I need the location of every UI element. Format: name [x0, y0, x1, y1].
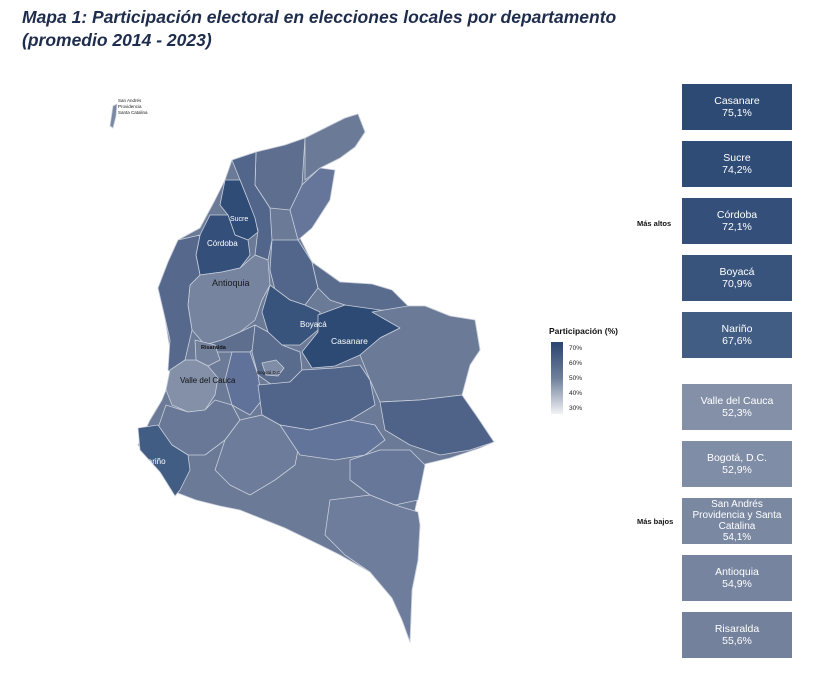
- region-bogota[interactable]: [261, 359, 285, 377]
- region-caqueta: [214, 414, 301, 496]
- region-risaralda[interactable]: [194, 339, 221, 367]
- region-tolima: [224, 351, 263, 416]
- rank-name: Bogotá, D.C.: [706, 452, 768, 464]
- region-la-guajira: [304, 113, 366, 181]
- legend-tick: 40%: [569, 390, 583, 397]
- region-narino[interactable]: [137, 424, 191, 497]
- legend-tick: 30%: [569, 405, 583, 412]
- region-guaviare: [279, 419, 386, 461]
- rank-box-low: San Andrés Providencia y Santa Catalina …: [682, 498, 792, 544]
- region-valle[interactable]: [165, 359, 219, 413]
- label-antioquia: Antioquia: [212, 278, 250, 288]
- group-label-high: Más altos: [637, 219, 672, 228]
- label-san-andres-1: San Andrés: [118, 98, 142, 103]
- legend-color-bar: [551, 342, 563, 414]
- rank-value: 75,1%: [722, 107, 752, 119]
- rank-box-low: Antioquia 54,9%: [682, 555, 792, 601]
- rank-value: 74,2%: [722, 164, 752, 176]
- rank-box-low: Bogotá, D.C. 52,9%: [682, 441, 792, 487]
- rank-value: 67,6%: [722, 335, 752, 347]
- rank-box-high: Boyacá 70,9%: [682, 255, 792, 301]
- rank-value: 70,9%: [722, 278, 752, 290]
- rank-box-low: Valle del Cauca 52,3%: [682, 384, 792, 430]
- rank-value: 54,1%: [722, 532, 752, 543]
- rank-box-high: Sucre 74,2%: [682, 141, 792, 187]
- group-label-low: Más bajos: [637, 517, 674, 526]
- rank-value: 54,9%: [722, 578, 752, 590]
- rank-box-high: Casanare 75,1%: [682, 84, 792, 130]
- rank-name: Antioquia: [715, 566, 759, 578]
- legend-tick: 70%: [569, 345, 583, 352]
- rank-value: 72,1%: [722, 221, 752, 233]
- rank-name: Córdoba: [716, 209, 758, 221]
- label-narino: Nariño: [142, 457, 166, 466]
- rank-name: Boyacá: [719, 266, 755, 278]
- map-title: Mapa 1: Participación electoral en elecc…: [22, 6, 722, 52]
- region-vaupes: [349, 449, 426, 506]
- region-san-andres[interactable]: [109, 103, 118, 129]
- rank-value: 55,6%: [722, 635, 752, 647]
- label-san-andres-2: Providencia: [118, 104, 142, 109]
- rank-name: San Andrés Providencia y Santa Catalina: [692, 499, 782, 532]
- region-sucre[interactable]: [219, 179, 259, 241]
- rank-name: Risaralda: [714, 623, 760, 635]
- legend: Participación (%) 70% 60% 50% 40% 30%: [549, 326, 649, 414]
- label-bogota: Bogotá D.C.: [257, 370, 282, 375]
- region-cesar: [289, 167, 336, 241]
- region-guainia: [379, 394, 495, 456]
- label-casanare: Casanare: [331, 336, 368, 346]
- label-valle: Valle del Cauca: [180, 376, 236, 385]
- map-title-line1: Mapa 1: Participación electoral en elecc…: [22, 7, 617, 27]
- rank-name: Sucre: [723, 152, 751, 164]
- label-boyaca: Boyacá: [300, 320, 327, 329]
- legend-tick: 50%: [569, 375, 583, 382]
- rank-box-high: Córdoba 72,1%: [682, 198, 792, 244]
- region-boyaca[interactable]: [261, 284, 321, 346]
- legend-tick: 60%: [569, 360, 583, 367]
- map-title-line2: (promedio 2014 - 2023): [22, 30, 212, 50]
- rank-value: 52,9%: [722, 464, 752, 476]
- rank-name: Nariño: [721, 323, 753, 335]
- region-amazonas: [324, 494, 421, 643]
- rank-name: Casanare: [714, 95, 760, 107]
- label-sucre: Sucre: [230, 216, 248, 223]
- label-san-andres-3: Santa Catalina: [118, 110, 148, 115]
- rank-box-low: Risaralda 55,6%: [682, 612, 792, 658]
- legend-title: Participación (%): [549, 326, 618, 336]
- rank-name: Valle del Cauca: [700, 395, 774, 407]
- rank-box-high: Nariño 67,6%: [682, 312, 792, 358]
- label-risaralda: Risaralda: [201, 345, 227, 351]
- rank-value: 52,3%: [722, 407, 752, 419]
- label-cordoba: Córdoba: [207, 239, 238, 248]
